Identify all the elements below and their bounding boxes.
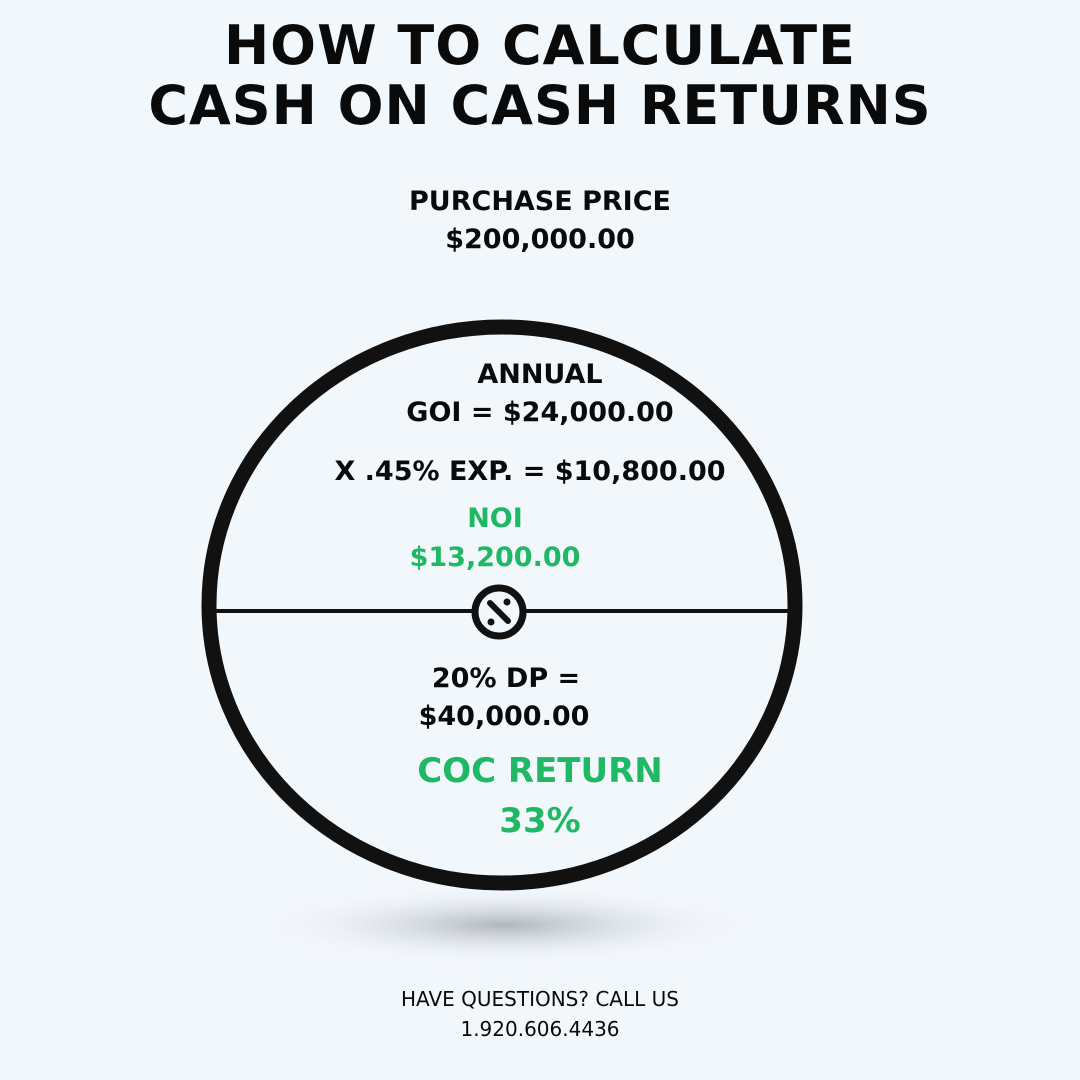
outer-circle: [201, 319, 803, 891]
drop-shadow: [255, 885, 755, 965]
annual-label: ANNUAL: [477, 359, 603, 390]
noi-label: NOI: [467, 503, 523, 534]
noi-value: $13,200.00: [409, 542, 581, 573]
coc-return-label: COC RETURN: [417, 751, 663, 791]
down-payment-value: $40,000.00: [418, 701, 590, 732]
page-title-line2: CASH ON CASH RETURNS: [148, 74, 932, 137]
division-symbol-icon: [471, 584, 527, 640]
purchase-price-label: PURCHASE PRICE: [409, 186, 671, 217]
goi-value: GOI = $24,000.00: [406, 397, 674, 428]
page-title-line1: HOW TO CALCULATE: [223, 14, 857, 77]
footer-cta: HAVE QUESTIONS? CALL US: [401, 987, 679, 1011]
down-payment-label: 20% DP =: [431, 663, 581, 694]
purchase-price-value: $200,000.00: [445, 224, 635, 255]
footer-phone[interactable]: 1.920.606.4436: [460, 1017, 620, 1041]
expenses-value: X .45% EXP. = $10,800.00: [334, 456, 726, 487]
coc-return-value: 33%: [499, 801, 581, 841]
